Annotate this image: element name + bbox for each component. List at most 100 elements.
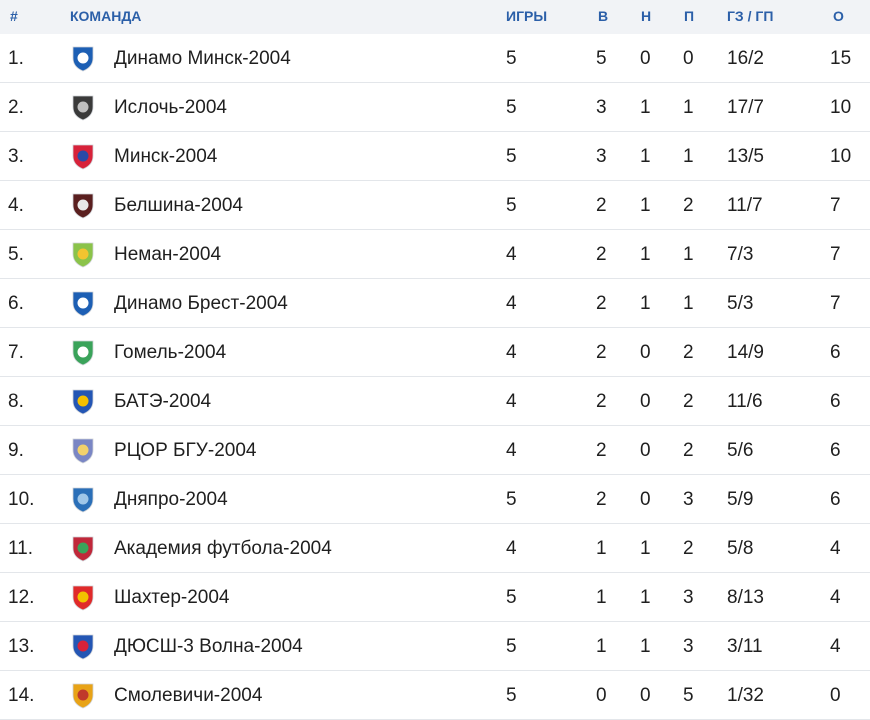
team-name-link[interactable]: Академия футбола-2004 bbox=[114, 538, 332, 559]
isloch-logo-icon[interactable] bbox=[70, 93, 96, 121]
header-team[interactable]: КОМАНДА bbox=[70, 8, 142, 24]
bate-logo-icon[interactable] bbox=[70, 387, 96, 415]
points: 7 bbox=[830, 195, 841, 216]
header-points[interactable]: О bbox=[833, 8, 844, 24]
goals-for-against: 14/9 bbox=[727, 342, 764, 363]
table-row[interactable]: 13. ДЮСШ-3 Волна-2004 5 1 1 3 3/11 4 bbox=[0, 622, 870, 671]
table-row[interactable]: 2. Ислочь-2004 5 3 1 1 17/7 10 bbox=[0, 83, 870, 132]
header-losses[interactable]: П bbox=[684, 8, 695, 24]
goals-for-against: 3/11 bbox=[727, 636, 763, 657]
goals-for-against: 11/7 bbox=[727, 195, 763, 216]
shakhter-logo-icon[interactable] bbox=[70, 583, 96, 611]
games-played: 5 bbox=[506, 685, 517, 706]
team-name-link[interactable]: РЦОР БГУ-2004 bbox=[114, 440, 257, 461]
row-position: 4. bbox=[8, 195, 24, 216]
header-games[interactable]: ИГРЫ bbox=[506, 8, 548, 24]
wins: 2 bbox=[596, 489, 607, 510]
wins: 0 bbox=[596, 685, 607, 706]
wins: 2 bbox=[596, 244, 607, 265]
smolevichi-logo-icon[interactable] bbox=[70, 681, 96, 709]
table-row[interactable]: 9. РЦОР БГУ-2004 4 2 0 2 5/6 6 bbox=[0, 426, 870, 475]
wins: 5 bbox=[596, 48, 607, 69]
row-position: 3. bbox=[8, 146, 24, 167]
header-wins[interactable]: В bbox=[598, 8, 609, 24]
losses: 2 bbox=[683, 391, 694, 412]
table-row[interactable]: 14. Смолевичи-2004 5 0 0 5 1/32 0 bbox=[0, 671, 870, 720]
table-row[interactable]: 4. Белшина-2004 5 2 1 2 11/7 7 bbox=[0, 181, 870, 230]
row-position: 8. bbox=[8, 391, 24, 412]
points: 7 bbox=[830, 244, 841, 265]
team-name-link[interactable]: Смолевичи-2004 bbox=[114, 685, 263, 706]
games-played: 4 bbox=[506, 538, 517, 559]
team-name-link[interactable]: Ислочь-2004 bbox=[114, 97, 227, 118]
losses: 2 bbox=[683, 440, 694, 461]
draws: 1 bbox=[640, 538, 651, 559]
table-row[interactable]: 6. Динамо Брест-2004 4 2 1 1 5/3 7 bbox=[0, 279, 870, 328]
table-row[interactable]: 3. Минск-2004 5 3 1 1 13/5 10 bbox=[0, 132, 870, 181]
wins: 3 bbox=[596, 146, 607, 167]
neman-logo-icon[interactable] bbox=[70, 240, 96, 268]
goals-for-against: 11/6 bbox=[727, 391, 763, 412]
dinamo-minsk-logo-icon[interactable] bbox=[70, 44, 96, 72]
table-row[interactable]: 7. Гомель-2004 4 2 0 2 14/9 6 bbox=[0, 328, 870, 377]
table-row[interactable]: 5. Неман-2004 4 2 1 1 7/3 7 bbox=[0, 230, 870, 279]
draws: 1 bbox=[640, 636, 651, 657]
row-position: 1. bbox=[8, 48, 24, 69]
team-name-link[interactable]: Минск-2004 bbox=[114, 146, 218, 167]
table-body: 1. Динамо Минск-2004 5 5 0 0 16/2 15 2. Ислочь-20… bbox=[0, 34, 870, 720]
goals-for-against: 7/3 bbox=[727, 244, 754, 265]
team-name-link[interactable]: Гомель-2004 bbox=[114, 342, 227, 363]
team-name-link[interactable]: Белшина-2004 bbox=[114, 195, 244, 216]
gomel-logo-icon[interactable] bbox=[70, 338, 96, 366]
points: 6 bbox=[830, 440, 841, 461]
losses: 1 bbox=[683, 97, 694, 118]
games-played: 5 bbox=[506, 97, 517, 118]
goals-for-against: 5/3 bbox=[727, 293, 754, 314]
table-row[interactable]: 10. Дняпро-2004 5 2 0 3 5/9 6 bbox=[0, 475, 870, 524]
row-position: 9. bbox=[8, 440, 24, 461]
wins: 1 bbox=[596, 538, 607, 559]
row-position: 6. bbox=[8, 293, 24, 314]
games-played: 5 bbox=[506, 195, 517, 216]
team-name-link[interactable]: Дняпро-2004 bbox=[114, 489, 228, 510]
team-name-link[interactable]: Динамо Минск-2004 bbox=[114, 48, 291, 69]
wins: 3 bbox=[596, 97, 607, 118]
team-name-link[interactable]: ДЮСШ-3 Волна-2004 bbox=[114, 636, 303, 657]
rcor-bgu-logo-icon[interactable] bbox=[70, 436, 96, 464]
losses: 0 bbox=[683, 48, 694, 69]
minsk-logo-icon[interactable] bbox=[70, 142, 96, 170]
points: 4 bbox=[830, 636, 841, 657]
table-row[interactable]: 11. Академия футбола-2004 4 1 1 2 5/8 4 bbox=[0, 524, 870, 573]
games-played: 4 bbox=[506, 244, 517, 265]
games-played: 4 bbox=[506, 391, 517, 412]
team-name-link[interactable]: БАТЭ-2004 bbox=[114, 391, 212, 412]
points: 7 bbox=[830, 293, 841, 314]
table-row[interactable]: 12. Шахтер-2004 5 1 1 3 8/13 4 bbox=[0, 573, 870, 622]
dnyapro-logo-icon[interactable] bbox=[70, 485, 96, 513]
draws: 0 bbox=[640, 685, 651, 706]
goals-for-against: 5/8 bbox=[727, 538, 754, 559]
header-goals[interactable]: ГЗ / ГП bbox=[727, 8, 774, 24]
games-played: 4 bbox=[506, 293, 517, 314]
team-name-link[interactable]: Шахтер-2004 bbox=[114, 587, 230, 608]
row-position: 7. bbox=[8, 342, 24, 363]
dinamo-brest-logo-icon[interactable] bbox=[70, 289, 96, 317]
academy-logo-icon[interactable] bbox=[70, 534, 96, 562]
team-name-link[interactable]: Динамо Брест-2004 bbox=[114, 293, 288, 314]
table-row[interactable]: 8. БАТЭ-2004 4 2 0 2 11/6 6 bbox=[0, 377, 870, 426]
wins: 1 bbox=[596, 587, 607, 608]
losses: 2 bbox=[683, 538, 694, 559]
volna-logo-icon[interactable] bbox=[70, 632, 96, 660]
team-name-link[interactable]: Неман-2004 bbox=[114, 244, 222, 265]
losses: 1 bbox=[683, 146, 694, 167]
header-num[interactable]: # bbox=[10, 8, 18, 24]
header-draws[interactable]: Н bbox=[641, 8, 652, 24]
points: 6 bbox=[830, 489, 841, 510]
draws: 0 bbox=[640, 48, 651, 69]
table-row[interactable]: 1. Динамо Минск-2004 5 5 0 0 16/2 15 bbox=[0, 34, 870, 83]
points: 0 bbox=[830, 685, 841, 706]
games-played: 4 bbox=[506, 342, 517, 363]
games-played: 5 bbox=[506, 48, 517, 69]
belshina-logo-icon[interactable] bbox=[70, 191, 96, 219]
